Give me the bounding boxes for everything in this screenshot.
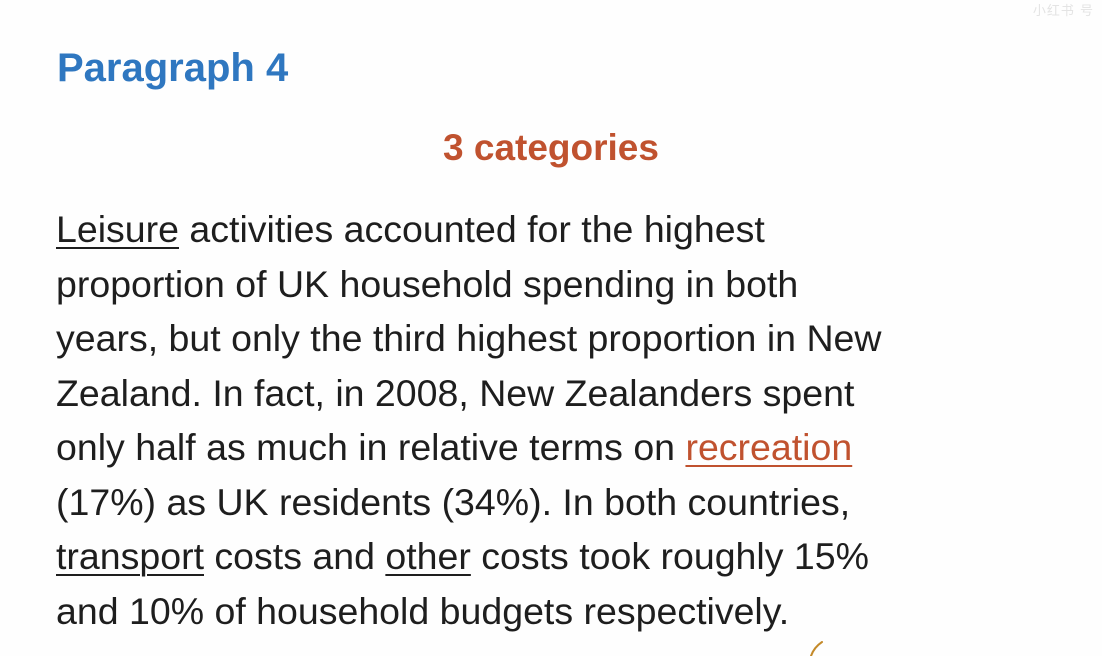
text-line-5: only half as much in relative terms on r… (56, 420, 1066, 475)
text-segment: costs took roughly 15% (470, 535, 869, 577)
text-line-6: (17%) as UK residents (34%). In both cou… (56, 480, 851, 523)
watermark: 小红书 号 (1032, 4, 1094, 19)
pen-annotation-mark (810, 641, 823, 656)
categories-subheading: 3 categories (443, 127, 659, 168)
keyword-other: other (385, 535, 471, 577)
text-line-7: transport costs and other costs took rou… (56, 529, 1066, 584)
text-line-8: and 10% of household budgets respectivel… (56, 589, 790, 632)
text-line-1: Leisure activities accounted for the hig… (56, 202, 1066, 257)
text-segment: costs and (204, 535, 386, 577)
keyword-recreation: recreation (685, 426, 853, 468)
text-segment: only half as much in relative terms on (56, 426, 686, 468)
text-line-3: years, but only the third highest propor… (56, 317, 882, 359)
text-segment: activities accounted for the highest (179, 208, 765, 250)
keyword-leisure: Leisure (56, 208, 179, 250)
text-line-2: proportion of UK household spending in b… (56, 262, 799, 305)
keyword-transport: transport (56, 535, 204, 577)
paragraph-heading: Paragraph 4 (57, 46, 289, 90)
paragraph-body: Leisure activities accounted for the hig… (56, 202, 1066, 638)
text-line-4: Zealand. In fact, in 2008, New Zealander… (56, 371, 855, 414)
